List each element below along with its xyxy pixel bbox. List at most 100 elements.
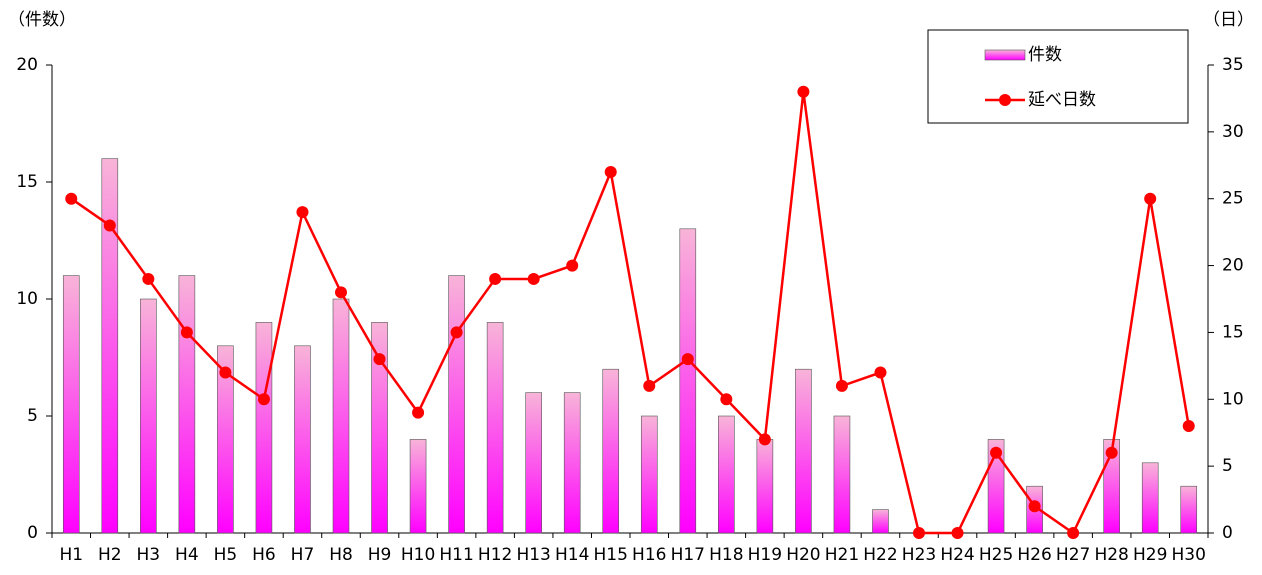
point	[797, 85, 810, 98]
bar	[486, 322, 504, 534]
point	[527, 272, 540, 285]
x-tick-label: H6	[252, 545, 276, 565]
x-tick-label: H3	[137, 545, 161, 565]
x-tick-label: H16	[632, 545, 666, 565]
x-tick-label: H24	[940, 545, 974, 565]
bar	[140, 298, 157, 534]
bar	[1141, 462, 1159, 534]
point	[990, 446, 1003, 459]
point	[758, 433, 771, 446]
x-tick-label: H20	[786, 545, 820, 565]
bar	[833, 415, 851, 534]
point	[604, 165, 617, 178]
y2-axis-label: （日）	[1203, 10, 1254, 30]
point	[335, 286, 347, 299]
legend-label: 件数	[1028, 45, 1062, 65]
x-tick-label: H8	[329, 545, 353, 565]
bar	[178, 275, 196, 534]
x-tick-label: H7	[291, 545, 315, 565]
point	[142, 272, 155, 285]
x-tick-label: H4	[175, 545, 199, 565]
y2-tick-label: 5	[1222, 456, 1233, 476]
x-tick-label: H9	[368, 545, 392, 565]
bar	[217, 345, 234, 534]
x-tick-label: H10	[401, 545, 435, 565]
y-tick-label: 20	[16, 55, 38, 75]
y2-tick-label: 25	[1222, 189, 1244, 209]
y-tick-label: 15	[16, 172, 38, 192]
bar	[409, 439, 427, 534]
x-tick-label: H13	[516, 545, 550, 565]
x-tick-label: H30	[1172, 545, 1206, 565]
x-tick-label: H14	[555, 545, 589, 565]
bar	[255, 322, 273, 534]
bar	[371, 322, 388, 534]
x-tick-label: H23	[902, 545, 936, 565]
line	[70, 91, 1190, 535]
bar	[332, 298, 350, 534]
x-tick-label: H12	[478, 545, 512, 565]
x-tick-label: H21	[825, 545, 859, 565]
x-tick-label: H25	[979, 545, 1013, 565]
y2-tick-label: 30	[1222, 122, 1244, 142]
x-tick-label: H1	[59, 545, 83, 565]
x-tick-label: H28	[1094, 545, 1128, 565]
bar	[294, 345, 311, 534]
y2-tick-label: 0	[1222, 523, 1233, 543]
point	[1105, 446, 1118, 459]
bar	[525, 392, 542, 534]
x-tick-label: H19	[748, 545, 782, 565]
y-tick-label: 0	[27, 523, 38, 543]
point	[835, 379, 848, 392]
bar	[640, 415, 658, 534]
bar	[448, 275, 465, 534]
point	[874, 366, 887, 379]
bar	[1180, 485, 1198, 534]
x-tick-label: H5	[214, 545, 238, 565]
y2-tick-label: 15	[1222, 322, 1244, 342]
point	[489, 272, 502, 285]
bar	[679, 228, 697, 534]
x-tick-label: H26	[1017, 545, 1051, 565]
legend-box	[927, 29, 1189, 124]
point	[450, 326, 463, 339]
point	[257, 393, 270, 406]
y-tick-label: 5	[27, 406, 38, 426]
legend-swatch	[984, 49, 1026, 61]
point	[1144, 192, 1157, 205]
bar	[756, 439, 774, 534]
point	[1028, 500, 1041, 513]
bar	[101, 158, 119, 534]
point	[219, 366, 232, 379]
x-tick-label: H22	[863, 545, 897, 565]
point	[103, 219, 116, 232]
point	[681, 353, 694, 366]
y-tick-label: 10	[16, 289, 38, 309]
point	[951, 527, 964, 539]
bar	[872, 509, 889, 534]
point	[1182, 420, 1195, 433]
point	[373, 353, 386, 366]
point	[1067, 527, 1080, 539]
x-tick-label: H29	[1133, 545, 1167, 565]
x-tick-label: H27	[1056, 545, 1090, 565]
x-tick-label: H18	[709, 545, 743, 565]
y-axis-label: （件数）	[8, 10, 76, 30]
bar	[602, 368, 620, 534]
point	[296, 206, 309, 219]
y2-tick-label: 20	[1222, 256, 1244, 276]
point	[412, 406, 425, 419]
point	[566, 259, 579, 272]
bar	[795, 368, 812, 534]
y2-tick-label: 10	[1222, 389, 1244, 409]
x-tick-label: H2	[98, 545, 122, 565]
point	[65, 192, 78, 205]
bar	[563, 392, 581, 534]
point	[913, 527, 925, 539]
bar	[718, 415, 735, 534]
point	[643, 379, 656, 392]
bar	[62, 275, 80, 534]
x-tick-label: H17	[671, 545, 705, 565]
